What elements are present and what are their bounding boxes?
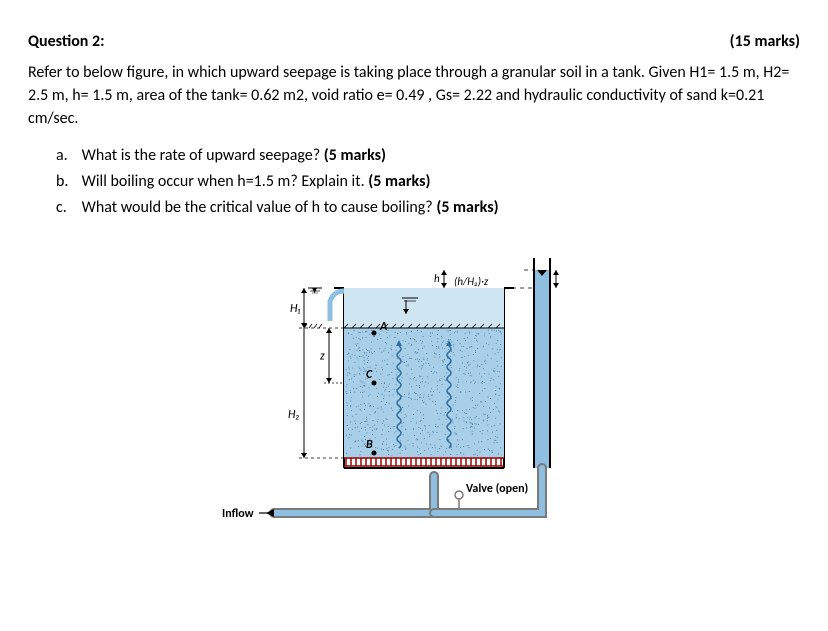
svg-text:A: A [379,320,388,334]
part-text: Will boiling occur when h=1.5 m? Explain… [82,172,369,191]
part-letter: b. [56,171,78,193]
part-c: c. What would be the critical value of h… [56,197,800,219]
seepage-diagram: A C B H₁ z H₂ h (h/H₂)·z Valve (open) Inflow [204,238,624,548]
marks-label: (15 marks) [730,32,800,51]
svg-text:H₂: H₂ [288,408,300,422]
question-intro: Refer to below figure, in which upward s… [28,61,800,131]
part-text: What would be the critical value of h to… [82,198,437,217]
part-marks: (5 marks) [436,198,498,217]
svg-text:C: C [366,368,373,382]
svg-text:B: B [366,438,373,452]
question-label: Question 2: [28,32,105,51]
part-letter: a. [56,145,78,167]
part-b: b. Will boiling occur when h=1.5 m? Expl… [56,171,800,193]
svg-text:Valve (open): Valve (open) [466,482,528,496]
part-letter: c. [56,197,78,219]
part-marks: (5 marks) [324,146,386,165]
parts-list: a. What is the rate of upward seepage? (… [28,145,800,220]
part-a: a. What is the rate of upward seepage? (… [56,145,800,167]
svg-text:h: h [434,272,440,285]
svg-text:z: z [320,349,325,363]
figure: A C B H₁ z H₂ h (h/H₂)·z Valve (open) Inflow [28,238,800,548]
svg-text:Inflow: Inflow [222,507,254,521]
svg-text:H₁: H₁ [290,302,300,316]
part-text: What is the rate of upward seepage? [82,146,324,165]
svg-text:(h/H₂)·z: (h/H₂)·z [454,275,489,288]
part-marks: (5 marks) [368,172,430,191]
